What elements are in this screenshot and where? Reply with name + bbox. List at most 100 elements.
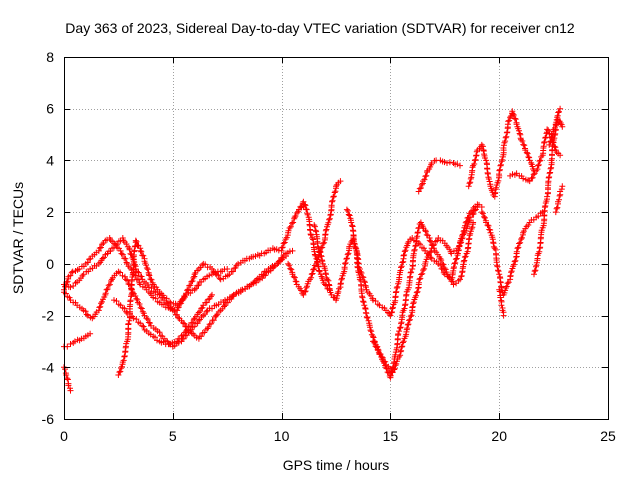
data-point — [126, 317, 133, 324]
data-point — [535, 162, 542, 169]
data-point — [102, 290, 109, 297]
data-point — [470, 219, 477, 226]
data-point — [187, 282, 194, 289]
data-point — [361, 279, 368, 286]
data-point — [531, 271, 537, 278]
data-point — [514, 245, 521, 252]
data-point — [331, 189, 338, 196]
data-point — [143, 262, 150, 269]
x-tick-label: 0 — [60, 428, 68, 444]
data-point — [171, 308, 178, 315]
data-point — [401, 252, 408, 258]
data-point — [224, 266, 231, 272]
data-point — [421, 265, 428, 272]
data-point — [516, 130, 523, 137]
data-point — [195, 309, 202, 316]
data-point — [417, 275, 424, 282]
data-point — [309, 270, 316, 277]
data-point — [87, 330, 94, 337]
data-point — [178, 297, 185, 303]
x-tick-label: 5 — [169, 428, 177, 444]
chart-title: Day 363 of 2023, Sidereal Day-to-day VTE… — [65, 20, 575, 36]
y-tick-label: 4 — [46, 152, 54, 168]
data-point — [507, 114, 514, 121]
data-point — [197, 308, 204, 315]
data-point — [431, 241, 438, 248]
data-point — [530, 171, 537, 178]
data-point — [286, 262, 293, 269]
data-point — [557, 105, 564, 112]
data-point — [552, 209, 559, 216]
data-point — [189, 319, 196, 326]
data-point — [467, 179, 474, 186]
data-point — [364, 314, 371, 321]
data-point — [417, 185, 424, 191]
data-point — [474, 204, 481, 210]
data-point — [95, 247, 102, 254]
data-point — [498, 158, 505, 165]
y-tick-label: 2 — [46, 204, 54, 220]
data-point — [465, 221, 471, 228]
data-point — [233, 262, 240, 269]
data-point — [209, 291, 215, 298]
data-point — [404, 325, 411, 332]
series-track-t — [546, 116, 566, 148]
data-point — [289, 271, 296, 278]
data-point — [113, 298, 120, 304]
data-point — [535, 161, 542, 168]
data-point — [495, 177, 502, 184]
data-point — [121, 273, 128, 280]
data-point — [525, 154, 532, 160]
data-point — [106, 281, 113, 288]
data-point — [547, 138, 554, 145]
data-point — [547, 138, 554, 145]
data-point — [143, 315, 150, 322]
data-point — [457, 162, 463, 169]
data-point — [118, 365, 125, 372]
data-point — [397, 325, 403, 331]
data-point — [181, 320, 188, 327]
data-point — [506, 117, 513, 124]
data-point — [479, 210, 486, 217]
data-point — [301, 288, 308, 295]
data-point — [458, 235, 465, 242]
data-point — [421, 176, 428, 183]
data-point — [402, 247, 409, 254]
data-point — [458, 239, 465, 246]
data-point — [333, 183, 339, 190]
data-point — [99, 255, 106, 262]
data-point — [115, 372, 122, 378]
data-point — [343, 206, 350, 213]
data-point — [83, 311, 90, 318]
data-point — [418, 181, 425, 188]
data-point — [205, 296, 212, 303]
data-point — [217, 276, 224, 283]
data-point — [140, 252, 147, 259]
data-point — [516, 127, 522, 134]
data-point — [422, 173, 429, 180]
data-point — [279, 244, 286, 251]
data-point — [198, 305, 205, 312]
data-point — [67, 341, 74, 347]
data-point — [371, 339, 378, 346]
x-tick-label: 10 — [274, 428, 290, 444]
data-point — [287, 265, 294, 272]
data-point — [496, 288, 503, 295]
data-point — [203, 299, 210, 306]
data-point — [542, 135, 549, 141]
data-point — [174, 311, 180, 318]
data-point — [278, 244, 285, 251]
data-point — [296, 206, 302, 213]
data-point — [317, 249, 324, 256]
data-point — [105, 282, 112, 289]
data-point — [423, 172, 430, 179]
data-point — [346, 212, 353, 219]
series-track-n — [465, 108, 537, 200]
data-point — [422, 228, 429, 235]
data-point — [198, 333, 205, 340]
data-point — [139, 322, 146, 329]
data-point — [504, 280, 511, 287]
data-point — [500, 312, 507, 319]
data-point — [195, 282, 202, 289]
data-point — [441, 265, 448, 272]
